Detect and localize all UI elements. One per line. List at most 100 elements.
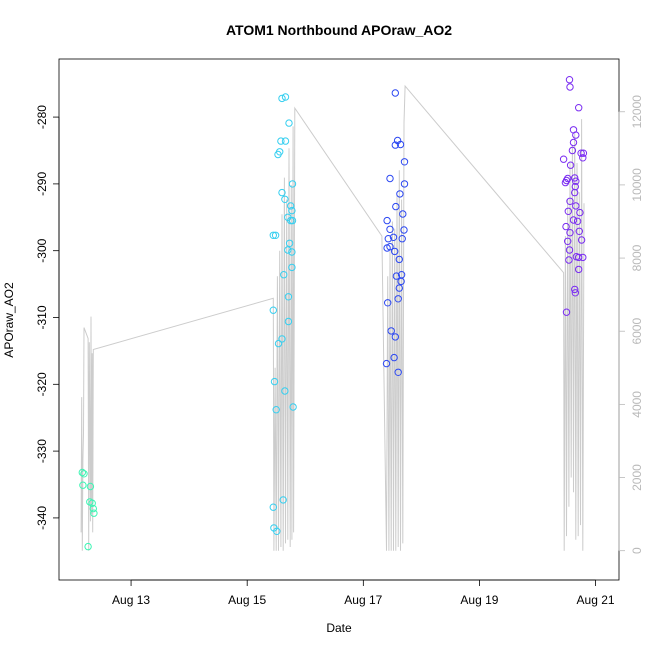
data-point	[284, 317, 293, 326]
data-point	[278, 335, 286, 343]
y-tick-label: -320	[35, 372, 49, 396]
data-point	[577, 149, 585, 157]
data-point	[384, 235, 392, 243]
data-point	[562, 308, 571, 316]
y-tick-label: -280	[35, 105, 49, 129]
data-point	[392, 202, 400, 211]
data-point	[395, 255, 403, 264]
data-point	[573, 217, 582, 226]
count-series-line	[80, 84, 585, 551]
data-point	[568, 146, 577, 155]
data-point	[389, 233, 398, 242]
data-point	[394, 295, 402, 303]
y-right-tick-label: 2000	[630, 464, 644, 491]
data-point	[400, 158, 409, 166]
y-tick-label: -310	[35, 305, 49, 329]
x-tick-label: Aug 19	[460, 593, 498, 607]
chart-title: ATOM1 Northbound APOraw_AO2	[226, 22, 452, 38]
data-point	[269, 231, 277, 240]
data-point	[281, 93, 290, 101]
data-point	[288, 206, 296, 215]
y-axis-right: 0 2000 4000 6000 8000 10000 12000	[618, 95, 644, 554]
data-point	[288, 180, 297, 188]
data-point	[572, 131, 580, 139]
data-point	[277, 137, 285, 145]
y-right-tick-label: 6000	[630, 318, 644, 345]
data-point	[575, 227, 583, 236]
data-point	[576, 208, 584, 217]
data-point	[281, 387, 289, 395]
x-tick-label: Aug 15	[228, 593, 266, 607]
data-point	[280, 271, 288, 279]
data-point	[88, 499, 96, 507]
data-point	[274, 150, 282, 159]
data-point	[566, 161, 575, 169]
data-point	[80, 470, 88, 478]
data-point	[278, 188, 286, 197]
data-point	[565, 246, 574, 254]
data-point	[579, 154, 587, 162]
y-right-tick-label: 10000	[630, 168, 644, 202]
y-tick-label: -340	[35, 506, 49, 530]
data-point	[383, 216, 391, 225]
data-point	[564, 237, 572, 246]
data-point	[382, 359, 391, 368]
data-point	[394, 368, 402, 376]
data-point	[575, 265, 583, 274]
data-point	[400, 180, 409, 188]
data-point	[559, 155, 568, 163]
data-point	[271, 231, 280, 240]
data-point	[396, 190, 404, 198]
data-point	[564, 207, 572, 216]
data-point	[289, 403, 297, 411]
x-axis: Aug 13 Aug 15 Aug 17 Aug 19 Aug 21	[112, 579, 615, 607]
y-right-tick-label: 8000	[630, 244, 644, 271]
x-tick-label: Aug 17	[344, 593, 382, 607]
data-point	[565, 76, 574, 84]
data-point	[269, 503, 277, 511]
y-right-tick-label: 0	[630, 547, 644, 554]
data-point	[279, 496, 287, 504]
data-point	[571, 289, 579, 297]
data-point	[78, 468, 87, 477]
data-point	[390, 353, 398, 362]
data-point	[383, 244, 391, 252]
data-point	[288, 248, 296, 256]
data-point	[274, 339, 283, 348]
data-point	[90, 509, 98, 517]
data-point	[285, 119, 293, 127]
data-point	[561, 178, 570, 187]
y-axis-left: -340 -330 -320 -310 -300 -290 -280	[35, 105, 60, 530]
data-point	[270, 377, 279, 386]
data-point	[564, 174, 572, 183]
x-tick-label: Aug 21	[577, 593, 615, 607]
x-tick-label: Aug 13	[112, 593, 150, 607]
data-point	[571, 285, 579, 294]
data-point	[566, 83, 574, 91]
y-right-tick-label: 12000	[630, 95, 644, 129]
y-tick-label: -300	[35, 238, 49, 262]
data-point	[86, 482, 95, 491]
data-point	[281, 137, 290, 145]
data-point	[396, 140, 405, 149]
data-point	[386, 174, 394, 183]
data-point	[397, 277, 405, 286]
data-point	[287, 202, 295, 210]
data-point	[391, 333, 399, 341]
data-point	[89, 504, 98, 513]
data-point	[399, 210, 407, 218]
data-point	[284, 293, 293, 301]
data-point	[391, 89, 399, 97]
data-point	[79, 481, 87, 489]
x-axis-title: Date	[326, 621, 352, 635]
y-axis-title: APOraw_AO2	[2, 282, 16, 358]
data-point	[575, 104, 583, 112]
data-point	[384, 299, 392, 307]
data-point	[565, 256, 573, 264]
y-tick-label: -330	[35, 439, 49, 463]
data-point	[284, 246, 292, 254]
data-point	[392, 272, 401, 280]
data-point	[577, 236, 586, 244]
data-point	[571, 188, 579, 197]
